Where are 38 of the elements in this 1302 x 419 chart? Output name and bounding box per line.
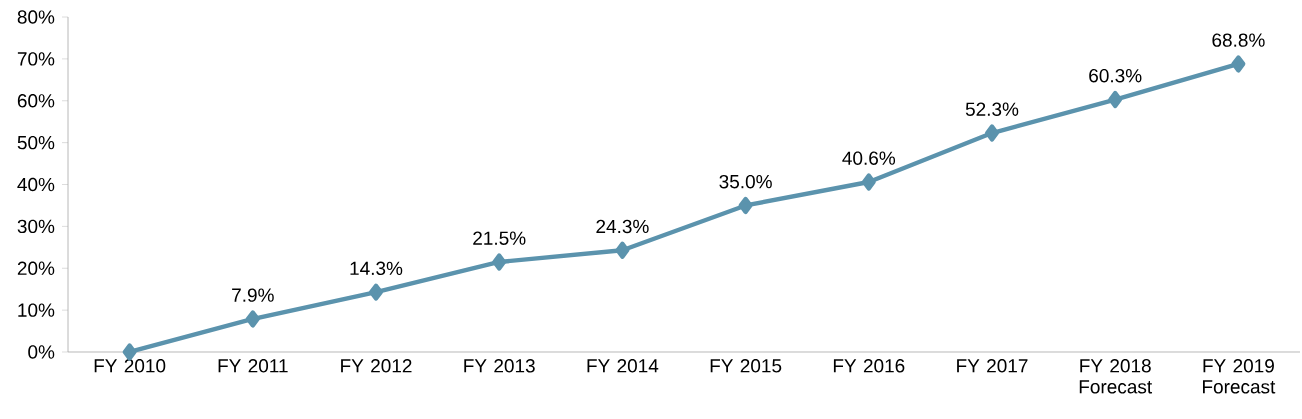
y-tick-label: 30%	[17, 219, 55, 234]
point	[1108, 90, 1123, 109]
point	[615, 241, 630, 259]
point	[861, 173, 876, 191]
y-tick-label: 0%	[28, 345, 55, 359]
point	[985, 124, 999, 142]
x-tick-label: FY 2015	[710, 359, 782, 373]
x-tick-label: FY 2012	[341, 359, 412, 373]
x-tick-label: FY 2014	[587, 359, 659, 373]
data-label: 40.6%	[842, 151, 896, 165]
point	[492, 253, 507, 271]
y-tick-label: 60%	[17, 94, 55, 108]
y-tick-label: 80%	[17, 10, 55, 24]
data-label: 21.5%	[473, 231, 526, 245]
y-tick-label: 70%	[17, 52, 55, 66]
point	[369, 283, 384, 301]
point	[122, 343, 137, 361]
x-tick-label: FY 2019 Forecast	[1203, 359, 1276, 394]
point	[1231, 55, 1246, 73]
data-label: 68.8%	[1212, 33, 1265, 47]
data-label: 60.3%	[1089, 68, 1142, 83]
y-tick-label: 40%	[17, 177, 55, 192]
y-tick-label: 20%	[17, 261, 55, 275]
point	[245, 310, 260, 328]
data-label: 7.9%	[232, 288, 274, 302]
x-tick-label: FY 2011	[218, 359, 288, 373]
point	[738, 196, 753, 215]
x-tick-label: FY 2013	[464, 359, 535, 373]
x-tick-label: FY 2010	[94, 359, 166, 373]
x-tick-label: FY 2016	[833, 359, 905, 373]
data-label: 35.0%	[719, 174, 772, 189]
x-tick-label: FY 2017	[957, 359, 1028, 373]
data-label: 14.3%	[350, 261, 403, 276]
y-tick-label: 10%	[18, 303, 55, 317]
data-label: 52.3%	[965, 102, 1019, 116]
data-label: 24.3%	[596, 219, 649, 234]
y-tick-label: 50%	[17, 135, 55, 150]
x-tick-label: FY 2018 Forecast	[1079, 359, 1153, 394]
